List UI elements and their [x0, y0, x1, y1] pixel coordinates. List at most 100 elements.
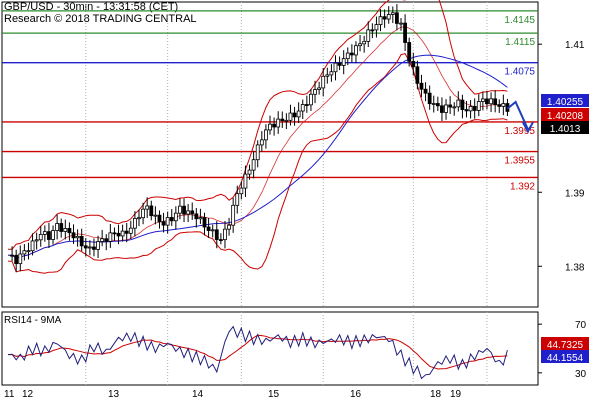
candle-body	[304, 104, 309, 106]
candle-body	[18, 253, 23, 265]
candle-body	[239, 187, 244, 195]
candle-body	[157, 214, 162, 223]
candle-body	[26, 250, 31, 253]
price-tag-label: 1.40208	[547, 111, 584, 122]
candle-body	[321, 75, 326, 89]
x-tick-label: 13	[108, 389, 120, 400]
candle-body	[493, 98, 498, 106]
candle-body	[411, 60, 416, 68]
candle-body	[255, 144, 260, 161]
candle-body	[337, 62, 342, 66]
rsi-title: RSI14 - 9MA	[4, 315, 62, 326]
rsi-ma-line	[7, 334, 508, 370]
rsi-value-tag-label: 44.7325	[547, 340, 584, 351]
candle-body	[423, 88, 428, 94]
rsi-panel-frame	[1, 311, 539, 386]
chart-credit: Research © 2018 TRADING CENTRAL	[4, 13, 197, 25]
candle-body	[67, 227, 72, 234]
candle-body	[223, 228, 227, 241]
x-tick-label: 19	[450, 389, 462, 400]
moving-average	[8, 54, 508, 259]
candle-body	[386, 14, 391, 20]
candle-body	[292, 112, 297, 118]
candle-body	[349, 52, 354, 56]
level-label: 1.3955	[504, 156, 535, 167]
candle-body	[141, 208, 145, 219]
candle-body	[190, 210, 195, 215]
candle-body	[272, 123, 276, 128]
candle-body	[235, 193, 240, 206]
candle-body	[452, 106, 457, 109]
bollinger-lower	[7, 53, 508, 274]
candle-body	[227, 224, 231, 230]
level-label: 1.4145	[504, 15, 535, 26]
chart-title: GBP/USD - 30min - 13:31:58 (CET)	[4, 1, 179, 13]
candle-body	[42, 231, 47, 235]
y-tick-label: 1.41	[565, 40, 585, 51]
candle-body	[149, 205, 154, 217]
candle-body	[284, 119, 289, 122]
candle-body	[325, 74, 330, 77]
price-tag	[541, 108, 589, 121]
x-tick-label: 12	[22, 389, 34, 400]
candle-body	[75, 235, 80, 239]
forecast-arrow	[506, 100, 529, 130]
candle-body	[51, 230, 55, 240]
candle-body	[329, 71, 334, 76]
candle-body	[317, 87, 322, 90]
candle-body	[96, 241, 100, 250]
rsi-value-tag-label: 44.1554	[547, 353, 584, 364]
candle-body	[489, 98, 493, 105]
price-panel-frame	[1, 1, 539, 308]
y-tick-label: 1.38	[565, 262, 585, 273]
candle-body	[214, 229, 219, 240]
candle-body	[288, 112, 293, 121]
candle-body	[378, 16, 383, 25]
candle-body	[280, 118, 285, 122]
candle-body	[407, 42, 412, 62]
candle-body	[419, 82, 424, 90]
level-label: 1.4075	[504, 67, 535, 78]
price-tag-label: 1.40255	[547, 97, 584, 108]
candle-body	[243, 173, 248, 189]
candle-body	[472, 106, 477, 111]
rsi-y-tick-label: 30	[575, 369, 587, 380]
candle-body	[390, 12, 395, 15]
candle-body	[137, 217, 141, 220]
candle-body	[468, 106, 473, 112]
level-label: 1.3995	[504, 126, 535, 137]
candle-body	[108, 232, 113, 242]
rsi-value-tag	[541, 337, 589, 350]
candle-body	[501, 103, 506, 107]
candle-body	[427, 92, 432, 105]
candle-body	[476, 101, 481, 111]
candle-body	[382, 16, 387, 20]
candle-body	[403, 22, 407, 43]
candle-body	[112, 232, 117, 235]
candle-body	[124, 230, 129, 234]
x-tick-label: 15	[268, 389, 280, 400]
candle-body	[128, 227, 133, 234]
candle-body	[362, 40, 367, 45]
candle-body	[14, 254, 19, 265]
candle-body	[116, 232, 121, 237]
candle-body	[178, 205, 182, 214]
candle-body	[399, 22, 403, 25]
candle-body	[354, 45, 358, 56]
rsi-y-tick-label: 70	[575, 320, 587, 331]
rsi-line	[7, 325, 508, 380]
candle-body	[71, 232, 76, 239]
x-tick-label: 16	[350, 389, 362, 400]
candle-body	[47, 231, 51, 240]
candle-body	[10, 254, 14, 257]
candle-body	[30, 240, 35, 252]
candle-body	[173, 212, 178, 222]
candle-body	[231, 204, 236, 226]
candle-body	[444, 104, 448, 113]
candle-body	[169, 217, 174, 222]
bollinger-mid	[8, 26, 508, 259]
candle-body	[182, 205, 186, 215]
candle-body	[83, 245, 88, 249]
candle-body	[370, 29, 375, 32]
candle-body	[145, 205, 150, 210]
